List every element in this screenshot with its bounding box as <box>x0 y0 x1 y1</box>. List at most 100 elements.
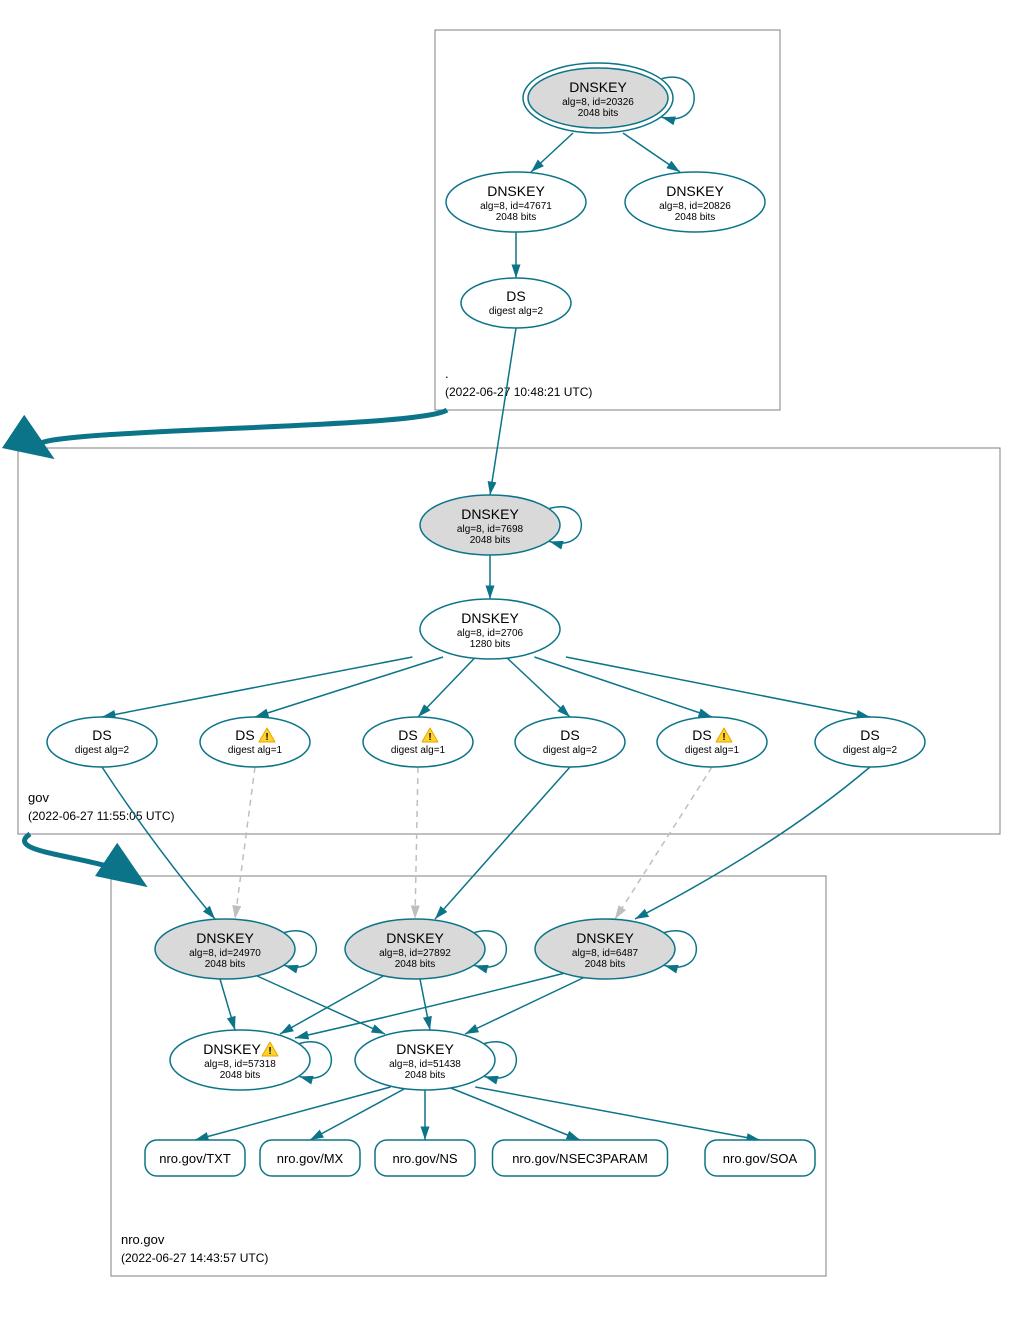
svg-text:alg=8, id=20826: alg=8, id=20826 <box>659 201 731 212</box>
edge <box>255 975 385 1034</box>
svg-text:alg=8, id=2706: alg=8, id=2706 <box>457 628 524 639</box>
svg-text:DS: DS <box>692 727 711 743</box>
dnssec-diagram: . (2022-06-27 10:48:21 UTC) gov (2022-06-27… <box>0 0 1017 1322</box>
node-nro_ksk2: DNSKEY alg=8, id=278922048 bits <box>345 919 485 979</box>
svg-text:DNSKEY: DNSKEY <box>576 930 634 946</box>
svg-text:(2022-06-27 11:55:05 UTC): (2022-06-27 11:55:05 UTC) <box>28 809 175 823</box>
edge <box>235 767 255 919</box>
svg-text:alg=8, id=47671: alg=8, id=47671 <box>480 201 552 212</box>
svg-text:2048 bits: 2048 bits <box>578 108 619 119</box>
node-gov_ds2: DS! digest alg=1 <box>200 717 310 767</box>
node-gov_zsk: DNSKEY alg=8, id=27061280 bits <box>420 599 560 659</box>
svg-text:DS: DS <box>398 727 417 743</box>
edge <box>102 657 412 717</box>
svg-text:(2022-06-27 14:43:57 UTC): (2022-06-27 14:43:57 UTC) <box>121 1251 268 1265</box>
node-root_ds: DS digest alg=2 <box>461 278 571 328</box>
svg-text:nro.gov: nro.gov <box>121 1232 165 1247</box>
rrset-txt: nro.gov/TXT <box>145 1140 245 1176</box>
zone-arrow <box>24 834 131 876</box>
edge <box>623 133 680 172</box>
node-nro_ksk1: DNSKEY alg=8, id=249702048 bits <box>155 919 295 979</box>
svg-text:DNSKEY: DNSKEY <box>386 930 444 946</box>
svg-text:!: ! <box>722 732 725 743</box>
rrset-soa: nro.gov/SOA <box>705 1140 815 1176</box>
edge <box>615 767 712 919</box>
svg-text:nro.gov/NS: nro.gov/NS <box>392 1151 457 1166</box>
svg-text:DNSKEY: DNSKEY <box>487 183 545 199</box>
svg-text:alg=8, id=57318: alg=8, id=57318 <box>204 1059 276 1070</box>
svg-text:DNSKEY: DNSKEY <box>196 930 254 946</box>
svg-text:DS: DS <box>92 727 111 743</box>
svg-text:DS: DS <box>560 727 579 743</box>
edge <box>566 657 870 717</box>
svg-text:DNSKEY: DNSKEY <box>203 1041 261 1057</box>
edge <box>635 767 870 919</box>
edge <box>490 328 516 495</box>
svg-text:!: ! <box>268 1046 271 1057</box>
node-gov_ds1: DS digest alg=2 <box>47 717 157 767</box>
node-nro_ksk3: DNSKEY alg=8, id=64872048 bits <box>535 919 675 979</box>
node-gov_ds3: DS! digest alg=1 <box>363 717 473 767</box>
rrset-ns: nro.gov/NS <box>375 1140 475 1176</box>
node-root_ksk: DNSKEY alg=8, id=203262048 bits <box>523 63 673 133</box>
node-gov_ksk: DNSKEYalg=8, id=76982048 bits <box>420 495 560 555</box>
svg-text:2048 bits: 2048 bits <box>470 535 511 546</box>
svg-text:alg=8, id=7698: alg=8, id=7698 <box>457 524 524 535</box>
svg-text:2048 bits: 2048 bits <box>496 212 537 223</box>
svg-text:alg=8, id=27892: alg=8, id=27892 <box>379 948 451 959</box>
svg-text:2048 bits: 2048 bits <box>205 959 246 970</box>
svg-text:digest alg=2: digest alg=2 <box>543 745 598 756</box>
svg-text:1280 bits: 1280 bits <box>470 639 511 650</box>
svg-text:digest alg=2: digest alg=2 <box>75 745 130 756</box>
svg-text:alg=8, id=20326: alg=8, id=20326 <box>562 97 634 108</box>
svg-text:alg=8, id=51438: alg=8, id=51438 <box>389 1059 461 1070</box>
svg-text:digest alg=1: digest alg=1 <box>391 745 446 756</box>
svg-text:2048 bits: 2048 bits <box>395 959 436 970</box>
edge <box>415 767 418 919</box>
node-gov_ds6: DS digest alg=2 <box>815 717 925 767</box>
edge <box>220 979 235 1030</box>
edge <box>102 767 215 919</box>
svg-text:(2022-06-27 10:48:21 UTC): (2022-06-27 10:48:21 UTC) <box>445 385 592 399</box>
svg-text:nro.gov/TXT: nro.gov/TXT <box>159 1151 231 1166</box>
svg-text:nro.gov/SOA: nro.gov/SOA <box>723 1151 798 1166</box>
svg-text:gov: gov <box>28 790 49 805</box>
node-nro_zsk2: DNSKEY alg=8, id=514382048 bits <box>355 1030 495 1090</box>
svg-text:alg=8, id=24970: alg=8, id=24970 <box>189 948 261 959</box>
node-root_zsk2: DNSKEYalg=8, id=208262048 bits <box>625 172 765 232</box>
edge <box>195 1087 391 1140</box>
svg-text:!: ! <box>265 732 268 743</box>
node-gov_ds4: DS digest alg=2 <box>515 717 625 767</box>
svg-text:DNSKEY: DNSKEY <box>569 79 627 95</box>
svg-text:2048 bits: 2048 bits <box>675 212 716 223</box>
zone-arrow <box>36 410 447 448</box>
svg-text:DS: DS <box>860 727 879 743</box>
svg-text:2048 bits: 2048 bits <box>220 1070 261 1081</box>
svg-text:2048 bits: 2048 bits <box>585 959 626 970</box>
svg-text:digest alg=1: digest alg=1 <box>228 745 283 756</box>
edge <box>531 133 573 172</box>
svg-text:alg=8, id=6487: alg=8, id=6487 <box>572 948 639 959</box>
svg-text:DNSKEY: DNSKEY <box>396 1041 454 1057</box>
edge <box>280 975 385 1034</box>
edge <box>418 657 476 717</box>
edge <box>420 979 430 1030</box>
svg-text:DS: DS <box>235 727 254 743</box>
svg-text:digest alg=2: digest alg=2 <box>843 745 898 756</box>
edge <box>475 1087 760 1140</box>
svg-text:nro.gov/NSEC3PARAM: nro.gov/NSEC3PARAM <box>512 1151 648 1166</box>
svg-text:digest alg=2: digest alg=2 <box>489 306 544 317</box>
edge <box>435 767 570 919</box>
node-gov_ds5: DS! digest alg=1 <box>657 717 767 767</box>
svg-text:!: ! <box>428 732 431 743</box>
svg-text:digest alg=1: digest alg=1 <box>685 745 740 756</box>
rrset-mx: nro.gov/MX <box>260 1140 360 1176</box>
node-root_zsk1: DNSKEY alg=8, id=476712048 bits <box>446 172 586 232</box>
svg-text:DNSKEY: DNSKEY <box>461 610 519 626</box>
svg-text:nro.gov/MX: nro.gov/MX <box>277 1151 344 1166</box>
rrset-nsec: nro.gov/NSEC3PARAM <box>493 1140 668 1176</box>
svg-text:.: . <box>445 366 449 381</box>
edge <box>465 977 585 1034</box>
svg-text:DS: DS <box>506 288 525 304</box>
svg-text:2048 bits: 2048 bits <box>405 1070 446 1081</box>
